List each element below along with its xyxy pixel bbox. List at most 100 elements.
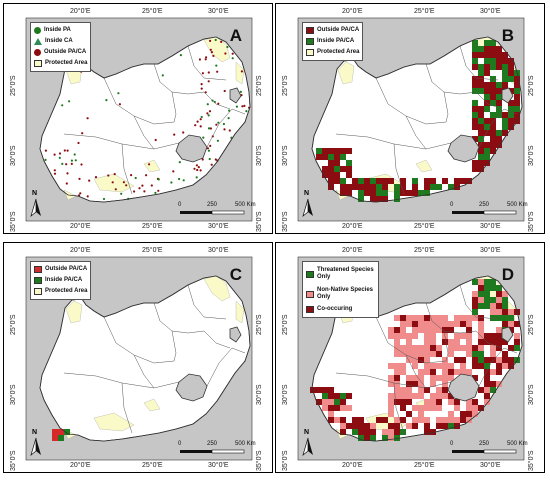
outside-cell [484, 52, 490, 58]
non-native-cell [454, 345, 460, 351]
inside-cell [448, 184, 454, 190]
record-inside-pa [202, 136, 205, 139]
threatened-cell [322, 393, 328, 399]
non-native-cell [424, 351, 430, 357]
inside-cell [478, 70, 484, 76]
record-outside-pa [122, 181, 125, 184]
scale-bar [180, 210, 245, 215]
inside-cell [58, 435, 64, 441]
co-occurring-cell [406, 411, 412, 417]
panel-letter: B [501, 26, 514, 45]
co-occurring-cell [358, 417, 364, 423]
inside-cell [490, 40, 496, 46]
non-native-cell [478, 297, 484, 303]
record-inside-pa [226, 45, 229, 49]
outside-cell [358, 184, 364, 190]
legend-item: Inside CA [34, 36, 87, 47]
longitude-label-bottom: 25°0'E [414, 462, 435, 469]
inside-cell [340, 178, 346, 184]
non-native-cell [400, 327, 406, 333]
outside-cell [322, 148, 328, 154]
non-native-cell [388, 363, 394, 369]
co-occurring-cell [448, 327, 454, 333]
north-arrow-icon [30, 198, 41, 217]
inside-cell [496, 82, 502, 88]
non-native-cell [466, 321, 472, 327]
longitude-label-top: 25°0'E [414, 8, 435, 15]
inside-cell [358, 178, 364, 184]
record-inside-pa [178, 161, 181, 164]
legend-label: Threatened Species Only [317, 267, 374, 280]
inside-cell [484, 154, 490, 160]
non-native-cell [412, 357, 418, 363]
outside-cell [484, 88, 490, 94]
outside-cell [412, 190, 418, 196]
threatened-cell [490, 387, 496, 393]
outside-cell [496, 52, 502, 58]
latitude-label-right: 35°0'S [256, 450, 263, 471]
co-occurring-cell [352, 423, 358, 429]
outside-cell [328, 148, 334, 154]
non-native-cell [394, 333, 400, 339]
inside-cell [478, 88, 484, 94]
co-occurring-cell [472, 297, 478, 303]
non-native-cell [412, 351, 418, 357]
non-native-cell [406, 351, 412, 357]
latitude-label-right: 30°0'S [256, 384, 263, 405]
map-canvas [297, 256, 525, 461]
non-native-cell [406, 333, 412, 339]
lesotho-outline [175, 373, 208, 402]
non-native-cell [466, 345, 472, 351]
threatened-cell [502, 303, 508, 309]
non-native-cell [490, 345, 496, 351]
province-boundary [171, 91, 177, 123]
co-occurring-cell [430, 345, 436, 351]
outside-cell [490, 52, 496, 58]
outside-cell [496, 136, 502, 142]
non-native-cell [400, 393, 406, 399]
legend-label: Inside PA [44, 27, 71, 33]
record-outside-pa [241, 105, 244, 108]
threatened-cell [508, 315, 514, 321]
non-native-cell [448, 417, 454, 423]
province-boundary [133, 115, 155, 150]
record-inside-pa [182, 179, 185, 182]
inside-cell [376, 190, 382, 196]
non-native-cell [406, 357, 412, 363]
outside-cell [364, 178, 370, 184]
panel-letter: A [229, 26, 242, 45]
co-occurring-cell [484, 393, 490, 399]
non-native-cell [454, 333, 460, 339]
province-boundary [133, 354, 155, 389]
province-boundary [206, 347, 246, 387]
co-occurring-cell [400, 417, 406, 423]
co-occurring-cell [484, 357, 490, 363]
outside-cell [484, 64, 490, 70]
non-native-cell [484, 387, 490, 393]
outside-cell [382, 178, 388, 184]
non-native-cell [412, 417, 418, 423]
co-occurring-cell [328, 387, 334, 393]
inside-cell [490, 64, 496, 70]
record-inside-pa [179, 54, 182, 57]
non-native-cell [466, 333, 472, 339]
non-native-cell [424, 339, 430, 345]
non-native-cell [418, 393, 424, 399]
outside-cell [334, 148, 340, 154]
legend-item: Protected Area [34, 286, 87, 297]
outside-cell [478, 82, 484, 88]
co-occurring-cell [478, 315, 484, 321]
non-native-cell [424, 369, 430, 375]
inside-cell [514, 88, 520, 94]
record-outside-pa [86, 195, 89, 198]
non-native-cell [490, 369, 496, 375]
outside-cell [430, 178, 436, 184]
coastline [311, 275, 523, 442]
co-occurring-cell [340, 429, 346, 435]
outside-cell [478, 76, 484, 82]
non-native-cell [400, 321, 406, 327]
record-inside-pa [228, 109, 231, 112]
longitude-label-top: 25°0'E [414, 247, 435, 254]
co-occurring-cell [448, 369, 454, 375]
scale-label: 250 [479, 441, 490, 447]
